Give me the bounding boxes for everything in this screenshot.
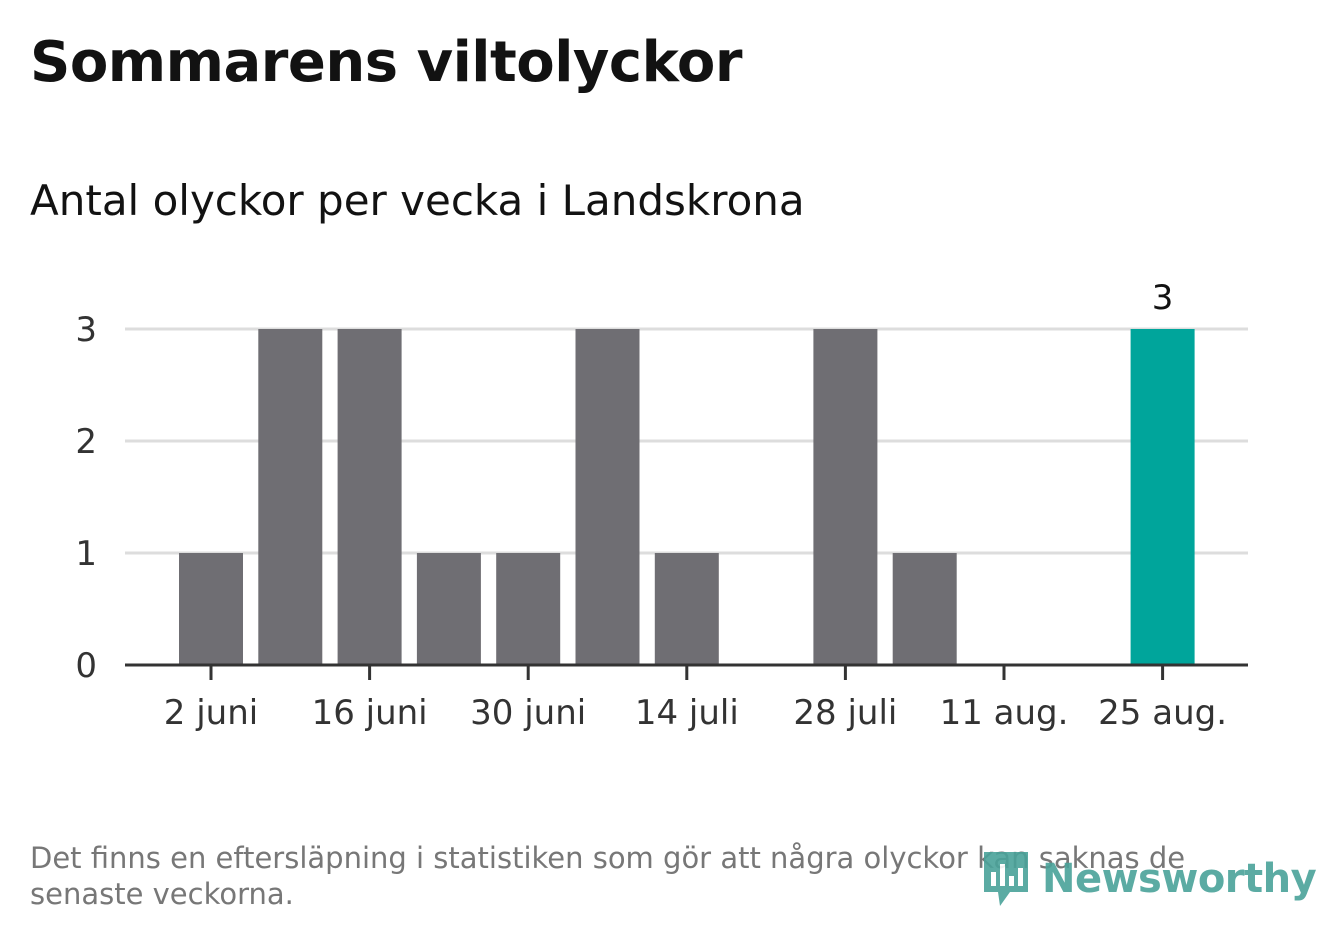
y-tick-label: 2 [75, 422, 97, 462]
chart-title: Sommarens viltolyckor [30, 30, 742, 95]
bar [337, 329, 402, 665]
bar [496, 553, 561, 665]
x-tick-label: 28 juli [793, 693, 897, 733]
bar [1130, 329, 1195, 665]
x-tick-label: 30 juni [470, 693, 586, 733]
bar [892, 553, 957, 665]
bar [575, 329, 640, 665]
bar [654, 553, 719, 665]
data-label: 3 [1152, 278, 1174, 318]
newsworthy-brand: Newsworthy [980, 848, 1317, 910]
y-tick-label: 1 [75, 534, 97, 574]
x-tick-label: 11 aug. [940, 693, 1069, 733]
chart-subtitle: Antal olyckor per vecka i Landskrona [30, 176, 805, 225]
x-tick-label: 14 juli [635, 693, 739, 733]
brand-name: Newsworthy [1042, 856, 1317, 902]
bar-chart: 0 1 2 3 2 juni 16 juni 30 juni 14 juli 28 juli 11… [75, 278, 1248, 733]
y-tick-label: 0 [75, 646, 97, 686]
x-tick-label: 16 juni [312, 693, 428, 733]
x-tick-label: 2 juni [164, 693, 258, 733]
x-tick-label: 25 aug. [1098, 693, 1227, 733]
bar [813, 329, 878, 665]
bar [179, 553, 243, 665]
bar [416, 553, 481, 665]
y-tick-label: 3 [75, 310, 97, 350]
newsworthy-logo-icon [984, 852, 1028, 906]
bar [258, 329, 323, 665]
